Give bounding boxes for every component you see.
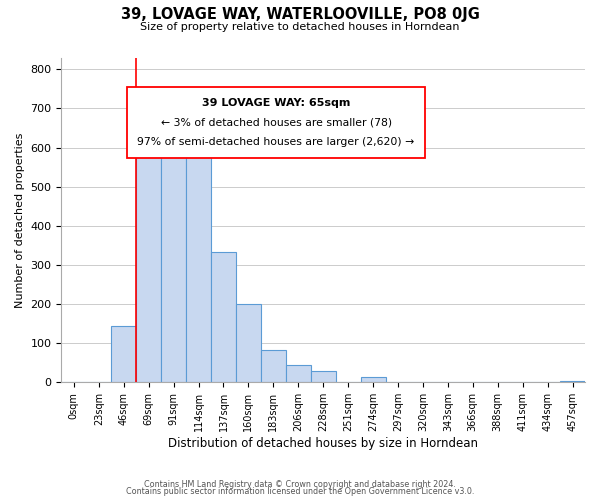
Bar [211,252,236,382]
Text: ← 3% of detached houses are smaller (78): ← 3% of detached houses are smaller (78) [161,118,392,128]
Bar [236,304,261,382]
Bar [361,378,386,382]
Bar [186,144,211,382]
Bar [286,364,311,382]
FancyBboxPatch shape [127,86,425,158]
Text: Size of property relative to detached houses in Horndean: Size of property relative to detached ho… [140,22,460,32]
Y-axis label: Number of detached properties: Number of detached properties [15,132,25,308]
Text: Contains HM Land Registry data © Crown copyright and database right 2024.: Contains HM Land Registry data © Crown c… [144,480,456,489]
Text: 39, LOVAGE WAY, WATERLOOVILLE, PO8 0JG: 39, LOVAGE WAY, WATERLOOVILLE, PO8 0JG [121,8,479,22]
Bar [560,381,585,382]
Bar [136,134,161,382]
Text: 39 LOVAGE WAY: 65sqm: 39 LOVAGE WAY: 65sqm [202,98,350,108]
Text: 97% of semi-detached houses are larger (2,620) →: 97% of semi-detached houses are larger (… [137,136,415,146]
Bar [261,350,286,382]
X-axis label: Distribution of detached houses by size in Horndean: Distribution of detached houses by size … [168,437,478,450]
Text: Contains public sector information licensed under the Open Government Licence v3: Contains public sector information licen… [126,488,474,496]
Bar [161,134,186,382]
Bar [111,326,136,382]
Bar [311,372,335,382]
